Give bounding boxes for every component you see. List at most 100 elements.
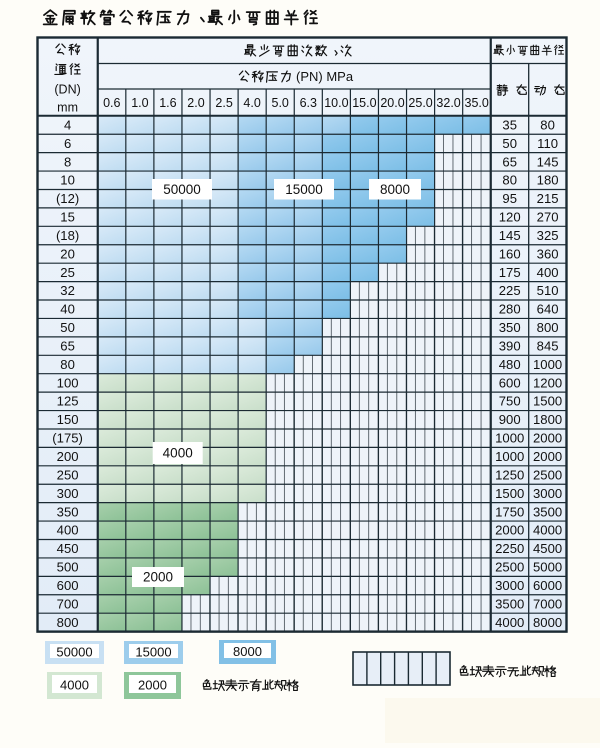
svg-text:510: 510 bbox=[537, 283, 559, 298]
svg-text:1500: 1500 bbox=[495, 486, 524, 501]
svg-text:2500: 2500 bbox=[495, 560, 524, 575]
svg-text:3000: 3000 bbox=[495, 578, 524, 593]
svg-text:4000: 4000 bbox=[60, 678, 89, 693]
svg-text:4000: 4000 bbox=[495, 615, 524, 630]
svg-text:845: 845 bbox=[537, 339, 559, 354]
svg-text:390: 390 bbox=[499, 339, 521, 354]
svg-text:250: 250 bbox=[57, 467, 79, 482]
svg-text:40: 40 bbox=[60, 302, 75, 317]
svg-text:1200: 1200 bbox=[533, 375, 562, 390]
svg-text:10: 10 bbox=[60, 173, 75, 188]
svg-text:280: 280 bbox=[499, 302, 521, 317]
svg-text:7000: 7000 bbox=[533, 596, 562, 611]
svg-text:4500: 4500 bbox=[533, 541, 562, 556]
svg-text:(PN) MPa: (PN) MPa bbox=[296, 69, 354, 84]
svg-text:3500: 3500 bbox=[495, 596, 524, 611]
svg-text:50: 50 bbox=[502, 136, 517, 151]
svg-text:(175): (175) bbox=[52, 431, 83, 446]
svg-text:150: 150 bbox=[57, 412, 79, 427]
svg-text:900: 900 bbox=[499, 412, 521, 427]
svg-text:15000: 15000 bbox=[285, 182, 323, 197]
svg-text:4000: 4000 bbox=[163, 446, 193, 461]
svg-text:640: 640 bbox=[537, 302, 559, 317]
svg-text:500: 500 bbox=[57, 560, 79, 575]
svg-text:80: 80 bbox=[540, 117, 555, 132]
svg-text:4: 4 bbox=[64, 117, 71, 132]
svg-text:270: 270 bbox=[537, 210, 559, 225]
svg-text:6: 6 bbox=[64, 136, 71, 151]
svg-text:4.0: 4.0 bbox=[243, 96, 260, 110]
svg-text:35.0: 35.0 bbox=[465, 96, 489, 110]
svg-text:3000: 3000 bbox=[533, 486, 562, 501]
svg-text:80: 80 bbox=[502, 173, 517, 188]
svg-text:2000: 2000 bbox=[533, 431, 562, 446]
svg-text:215: 215 bbox=[537, 191, 559, 206]
svg-text:1000: 1000 bbox=[533, 357, 562, 372]
svg-text:mm: mm bbox=[57, 101, 78, 115]
svg-text:32.0: 32.0 bbox=[436, 96, 460, 110]
svg-text:1000: 1000 bbox=[495, 449, 524, 464]
svg-text:65: 65 bbox=[502, 154, 517, 169]
svg-text:(DN): (DN) bbox=[54, 83, 80, 97]
svg-text:1000: 1000 bbox=[495, 431, 524, 446]
svg-text:2250: 2250 bbox=[495, 541, 524, 556]
svg-text:2000: 2000 bbox=[138, 678, 167, 693]
svg-text:145: 145 bbox=[499, 228, 521, 243]
svg-text:800: 800 bbox=[537, 320, 559, 335]
svg-text:1800: 1800 bbox=[533, 412, 562, 427]
svg-text:25.0: 25.0 bbox=[408, 96, 432, 110]
svg-text:125: 125 bbox=[57, 394, 79, 409]
svg-text:(12): (12) bbox=[56, 191, 79, 206]
svg-text:1.0: 1.0 bbox=[131, 96, 148, 110]
svg-text:600: 600 bbox=[499, 375, 521, 390]
svg-text:95: 95 bbox=[502, 191, 517, 206]
svg-text:5.0: 5.0 bbox=[272, 96, 289, 110]
svg-text:350: 350 bbox=[499, 320, 521, 335]
svg-text:0.6: 0.6 bbox=[103, 96, 120, 110]
svg-text:8: 8 bbox=[64, 154, 71, 169]
svg-text:8000: 8000 bbox=[380, 182, 410, 197]
svg-text:1250: 1250 bbox=[495, 467, 524, 482]
svg-text:700: 700 bbox=[57, 596, 79, 611]
svg-text:10.0: 10.0 bbox=[324, 96, 348, 110]
svg-text:180: 180 bbox=[537, 173, 559, 188]
svg-text:480: 480 bbox=[499, 357, 521, 372]
svg-text:2.0: 2.0 bbox=[187, 96, 204, 110]
svg-text:4000: 4000 bbox=[533, 523, 562, 538]
svg-text:300: 300 bbox=[57, 486, 79, 501]
svg-text:200: 200 bbox=[57, 449, 79, 464]
svg-text:325: 325 bbox=[537, 228, 559, 243]
svg-text:1500: 1500 bbox=[533, 394, 562, 409]
svg-text:2.5: 2.5 bbox=[215, 96, 232, 110]
svg-text:50: 50 bbox=[60, 320, 75, 335]
svg-text:(18): (18) bbox=[56, 228, 79, 243]
svg-text:65: 65 bbox=[60, 339, 75, 354]
svg-text:35: 35 bbox=[502, 117, 517, 132]
svg-text:6.3: 6.3 bbox=[300, 96, 317, 110]
svg-text:2000: 2000 bbox=[495, 523, 524, 538]
svg-text:800: 800 bbox=[57, 615, 79, 630]
svg-text:750: 750 bbox=[499, 394, 521, 409]
svg-text:25: 25 bbox=[60, 265, 75, 280]
svg-text:100: 100 bbox=[57, 375, 79, 390]
svg-text:80: 80 bbox=[60, 357, 75, 372]
svg-text:15.0: 15.0 bbox=[352, 96, 376, 110]
svg-text:225: 225 bbox=[499, 283, 521, 298]
svg-text:8000: 8000 bbox=[233, 644, 262, 659]
svg-text:50000: 50000 bbox=[163, 182, 201, 197]
svg-text:120: 120 bbox=[499, 210, 521, 225]
svg-text:1750: 1750 bbox=[495, 504, 524, 519]
svg-text:160: 160 bbox=[499, 246, 521, 261]
svg-text:8000: 8000 bbox=[533, 615, 562, 630]
svg-text:15: 15 bbox=[60, 210, 75, 225]
svg-text:450: 450 bbox=[57, 541, 79, 556]
svg-text:350: 350 bbox=[57, 504, 79, 519]
svg-text:110: 110 bbox=[537, 136, 558, 151]
svg-text:32: 32 bbox=[60, 283, 75, 298]
svg-text:20: 20 bbox=[60, 246, 75, 261]
svg-text:2000: 2000 bbox=[143, 570, 173, 585]
svg-text:20.0: 20.0 bbox=[380, 96, 404, 110]
svg-text:600: 600 bbox=[57, 578, 79, 593]
svg-text:15000: 15000 bbox=[135, 645, 171, 660]
svg-text:175: 175 bbox=[499, 265, 521, 280]
